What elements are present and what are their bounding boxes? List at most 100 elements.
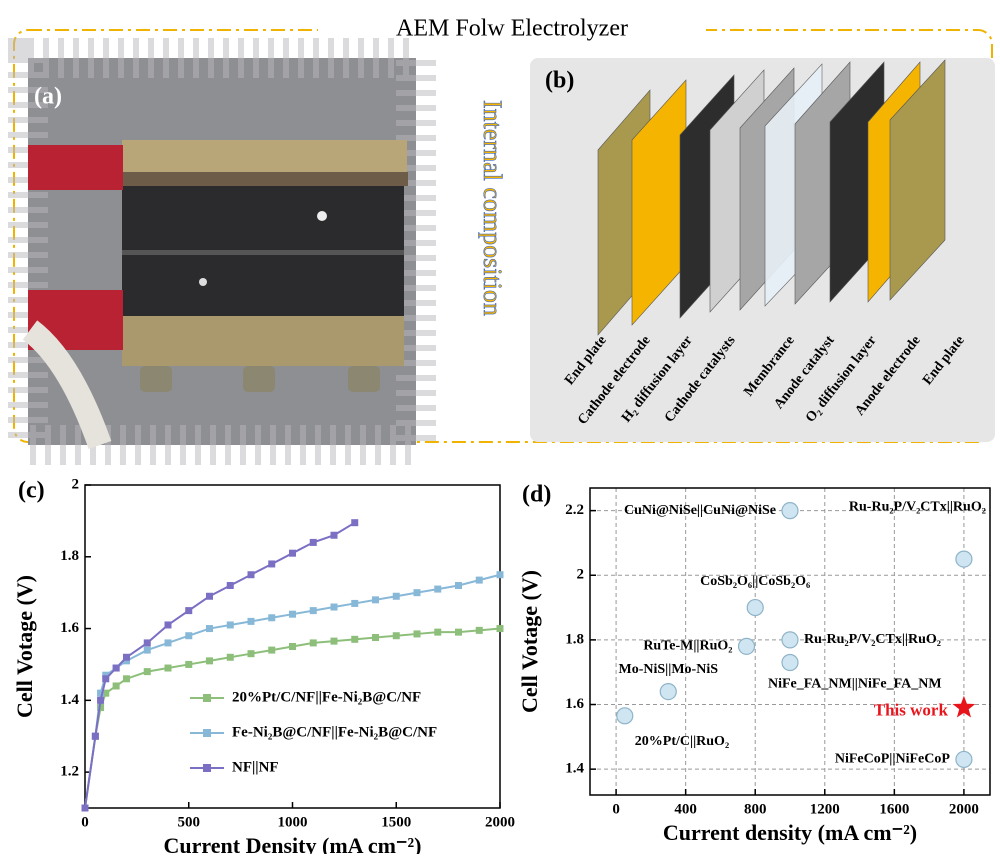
marker <box>351 636 358 643</box>
marker <box>268 647 275 654</box>
point <box>660 684 676 700</box>
legend-marker <box>203 694 211 702</box>
legend-label: Fe-Ni₂B@C/NF||Fe-Ni₂B@C/NF <box>232 724 437 740</box>
y-tick-label: 1.4 <box>565 761 584 777</box>
marker <box>310 639 317 646</box>
marker <box>497 625 504 632</box>
x-axis-title: Current density (mA cm⁻²) <box>663 820 917 845</box>
marker <box>144 647 151 654</box>
point-label: RuTe-M||RuO₂ <box>643 639 732 654</box>
x-tick-label: 1600 <box>879 801 909 817</box>
marker <box>227 654 234 661</box>
point-label: CoSb₂O₆||CoSb₂O₆ <box>700 574 810 589</box>
marker <box>113 682 120 689</box>
y-tick-label: 1.6 <box>60 620 79 636</box>
marker <box>310 539 317 546</box>
marker <box>92 733 99 740</box>
figure: AEM Folw Electrolyzer (a) Internal compo… <box>0 0 1000 854</box>
marker <box>206 657 213 664</box>
series-line <box>85 523 355 808</box>
point <box>617 708 633 724</box>
panel-label: (a) <box>34 84 62 110</box>
marker <box>289 550 296 557</box>
point-label: Ru-Ru₂P/V₂CTx||RuO₂ <box>804 632 941 647</box>
marker <box>248 571 255 578</box>
x-tick-label: 0 <box>81 814 89 830</box>
point-label: CuNi@NiSe||CuNi@NiSe <box>624 503 776 518</box>
marker <box>185 632 192 639</box>
marker <box>165 621 172 628</box>
panel-label: (b) <box>545 68 574 94</box>
marker <box>206 625 213 632</box>
y-tick-label: 2 <box>577 567 585 583</box>
marker <box>434 629 441 636</box>
marker <box>476 627 483 634</box>
marker <box>82 805 89 812</box>
marker <box>289 611 296 618</box>
marker <box>372 634 379 641</box>
point-label: Ru-Ru₂P/V₂CTx||RuO₂ <box>849 499 986 514</box>
marker <box>310 607 317 614</box>
marker <box>393 632 400 639</box>
legend-label: NF||NF <box>232 759 279 775</box>
marker <box>123 654 130 661</box>
marker <box>206 593 213 600</box>
marker <box>372 596 379 603</box>
series-line <box>85 629 500 808</box>
point <box>956 551 972 567</box>
point <box>782 655 798 671</box>
marker <box>185 661 192 668</box>
marker <box>331 532 338 539</box>
marker <box>227 621 234 628</box>
x-tick-label: 2000 <box>949 801 979 817</box>
marker <box>414 630 421 637</box>
x-tick-label: 400 <box>674 801 697 817</box>
y-axis-title: Cell Votage (V) <box>12 575 37 718</box>
marker <box>97 697 104 704</box>
panel-label: (c) <box>18 478 45 504</box>
marker <box>289 643 296 650</box>
x-tick-label: 1000 <box>278 814 308 830</box>
x-tick-label: 0 <box>612 801 620 817</box>
x-axis-title: Current Density (mA cm⁻²) <box>164 833 422 854</box>
marker <box>268 560 275 567</box>
marker <box>227 582 234 589</box>
marker <box>123 675 130 682</box>
marker <box>455 582 462 589</box>
marker <box>331 638 338 645</box>
marker <box>185 607 192 614</box>
point <box>739 638 755 654</box>
layer-stack <box>598 60 945 335</box>
y-axis-title: Cell Votage (V) <box>517 570 542 713</box>
point-label: 20%Pt/C||RuO₂ <box>635 734 729 749</box>
marker <box>434 586 441 593</box>
marker <box>351 519 358 526</box>
point-label: NiFeCoP||NiFeCoP <box>835 752 950 767</box>
marker <box>165 639 172 646</box>
marker <box>476 577 483 584</box>
x-tick-label: 1200 <box>810 801 840 817</box>
point-label: NiFe_FA_NM||NiFe_FA_NM <box>768 677 942 692</box>
y-tick-label: 1.8 <box>565 631 584 647</box>
highlight-label: This work <box>874 701 949 720</box>
x-tick-label: 500 <box>178 814 201 830</box>
photo <box>28 58 416 445</box>
y-tick-label: 2.2 <box>565 502 584 518</box>
marker <box>455 629 462 636</box>
legend-marker <box>203 729 211 737</box>
marker <box>497 571 504 578</box>
marker <box>331 604 338 611</box>
marker <box>113 665 120 672</box>
marker <box>248 650 255 657</box>
marker <box>393 593 400 600</box>
marker <box>414 589 421 596</box>
panel-label: (d) <box>522 482 551 508</box>
point <box>782 503 798 519</box>
x-tick-label: 2000 <box>485 814 515 830</box>
side-label: Internal composition <box>478 100 507 316</box>
y-tick-label: 1.6 <box>565 696 584 712</box>
marker <box>144 668 151 675</box>
legend-marker <box>203 764 211 772</box>
y-tick-label: 1.4 <box>60 692 79 708</box>
marker <box>351 600 358 607</box>
